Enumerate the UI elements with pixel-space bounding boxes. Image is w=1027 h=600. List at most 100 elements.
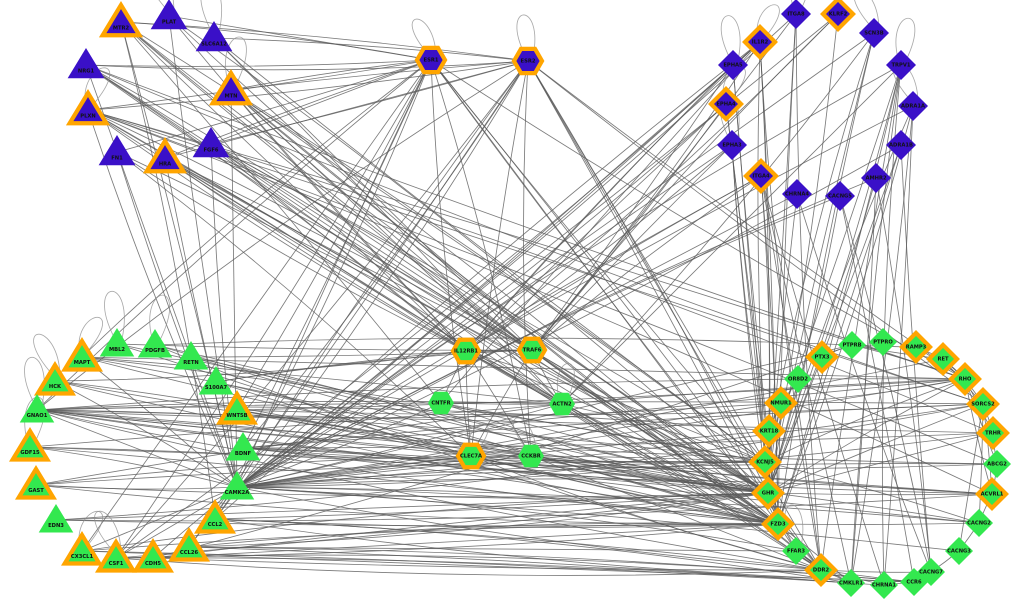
diamond-shape[interactable] (764, 386, 798, 420)
hexagon-shape[interactable] (549, 392, 575, 416)
triangle-shape[interactable] (33, 360, 77, 396)
hexagon-shape[interactable] (428, 391, 454, 415)
graph-node-mtr2[interactable]: MTR2 (98, 0, 144, 38)
diamond-shape[interactable] (900, 568, 928, 596)
triangle-shape[interactable] (137, 329, 173, 358)
triangle-shape[interactable] (208, 68, 254, 106)
diamond-shape[interactable] (752, 414, 786, 448)
graph-node-edn3[interactable]: EDN3 (38, 504, 74, 533)
triangle-shape[interactable] (193, 498, 237, 534)
graph-node-chrna1[interactable]: CHRNA1 (870, 571, 898, 599)
triangle-shape[interactable] (99, 328, 135, 357)
diamond-shape[interactable] (926, 342, 960, 376)
graph-node-cacng2[interactable]: CACNG2 (965, 509, 993, 537)
graph-node-acvrl1[interactable]: ACVRL1 (975, 477, 1009, 511)
diamond-shape[interactable] (782, 537, 810, 565)
triangle-shape[interactable] (150, 0, 188, 30)
graph-edge (839, 195, 915, 583)
diamond-shape[interactable] (784, 365, 812, 393)
diamond-shape[interactable] (825, 181, 855, 211)
triangle-shape[interactable] (67, 48, 105, 79)
diamond-shape[interactable] (804, 553, 838, 587)
triangle-shape[interactable] (215, 389, 259, 425)
triangle-shape[interactable] (131, 537, 175, 573)
diamond-shape[interactable] (838, 331, 866, 359)
diamond-shape[interactable] (983, 450, 1011, 478)
triangle-shape[interactable] (60, 530, 104, 566)
diamond-shape[interactable] (742, 24, 778, 60)
triangle-shape[interactable] (142, 136, 188, 174)
graph-node-esr2[interactable]: ESR2 (511, 46, 545, 76)
graph-node-pdgfb[interactable]: PDGFB (137, 329, 173, 358)
diamond-shape[interactable] (898, 91, 928, 121)
triangle-shape[interactable] (94, 537, 138, 573)
triangle-shape[interactable] (98, 135, 136, 166)
hexagon-shape[interactable] (516, 336, 548, 364)
graph-edge (213, 37, 766, 463)
graph-edge (85, 59, 432, 67)
diamond-shape[interactable] (782, 179, 812, 209)
diamond-shape[interactable] (975, 477, 1009, 511)
diamond-shape[interactable] (976, 416, 1010, 450)
triangle-shape[interactable] (38, 504, 74, 533)
graph-node-ptprb[interactable]: PTPRB (838, 331, 866, 359)
triangle-shape[interactable] (167, 526, 211, 562)
graph-node-esr1[interactable]: ESR1 (414, 45, 448, 75)
graph-node-il12rb1[interactable]: IL12RB1 (450, 337, 482, 365)
diamond-shape[interactable] (718, 50, 748, 80)
graph-node-abcg2[interactable]: ABCG2 (983, 450, 1011, 478)
triangle-shape[interactable] (198, 366, 234, 395)
triangle-shape[interactable] (60, 336, 104, 372)
graph-node-scn3b[interactable]: SCN3B (859, 18, 889, 48)
diamond-shape[interactable] (805, 340, 839, 374)
diamond-shape[interactable] (965, 509, 993, 537)
triangle-shape[interactable] (195, 21, 233, 52)
hexagon-shape[interactable] (511, 46, 545, 76)
graph-node-nrg1[interactable]: NRG1 (67, 48, 105, 79)
triangle-shape[interactable] (14, 464, 58, 500)
diamond-shape[interactable] (948, 362, 982, 396)
diamond-shape[interactable] (781, 0, 811, 29)
diamond-shape[interactable] (869, 328, 897, 356)
graph-node-itga8[interactable]: ITGA8 (781, 0, 811, 29)
triangle-shape[interactable] (173, 341, 209, 370)
triangle-shape[interactable] (192, 127, 230, 158)
graph-node-plat[interactable]: PLAT (150, 0, 188, 30)
graph-node-cacng3[interactable]: CACNG3 (945, 537, 973, 565)
graph-node-clec7a[interactable]: CLEC7A (455, 442, 487, 470)
hexagon-shape[interactable] (518, 444, 544, 468)
diamond-shape[interactable] (837, 569, 865, 597)
diamond-shape[interactable] (751, 476, 785, 510)
hexagon-shape[interactable] (455, 442, 487, 470)
diamond-shape[interactable] (966, 387, 1000, 421)
diamond-shape[interactable] (886, 50, 916, 80)
diamond-shape[interactable] (761, 507, 795, 541)
triangle-shape[interactable] (219, 471, 255, 500)
diamond-shape[interactable] (748, 445, 782, 479)
triangle-shape[interactable] (8, 426, 52, 462)
diamond-shape[interactable] (945, 537, 973, 565)
graph-node-adra1a[interactable]: ADRA1A (898, 91, 928, 121)
diamond-shape[interactable] (743, 158, 779, 194)
graph-node-il1r2[interactable]: IL1R2 (742, 24, 778, 60)
triangle-shape[interactable] (98, 0, 144, 38)
diamond-shape[interactable] (708, 86, 744, 122)
graph-node-gdf15[interactable]: GDF15 (8, 426, 52, 462)
diamond-shape[interactable] (717, 130, 747, 160)
graph-node-traf6[interactable]: TRAF6 (516, 336, 548, 364)
diamond-shape[interactable] (870, 571, 898, 599)
graph-node-mbl2[interactable]: MBL2 (99, 328, 135, 357)
graph-node-trhr[interactable]: TRHR (976, 416, 1010, 450)
diamond-shape[interactable] (820, 0, 856, 32)
hexagon-shape[interactable] (450, 337, 482, 365)
diamond-shape[interactable] (899, 330, 933, 364)
diamond-shape[interactable] (861, 163, 891, 193)
hexagon-shape[interactable] (414, 45, 448, 75)
diamond-shape[interactable] (886, 130, 916, 160)
triangle-shape[interactable] (19, 394, 55, 423)
triangle-shape[interactable] (65, 88, 111, 126)
diamond-shape[interactable] (859, 18, 889, 48)
graph-node-csf1[interactable]: CSF1 (94, 537, 138, 573)
triangle-shape[interactable] (225, 432, 261, 461)
